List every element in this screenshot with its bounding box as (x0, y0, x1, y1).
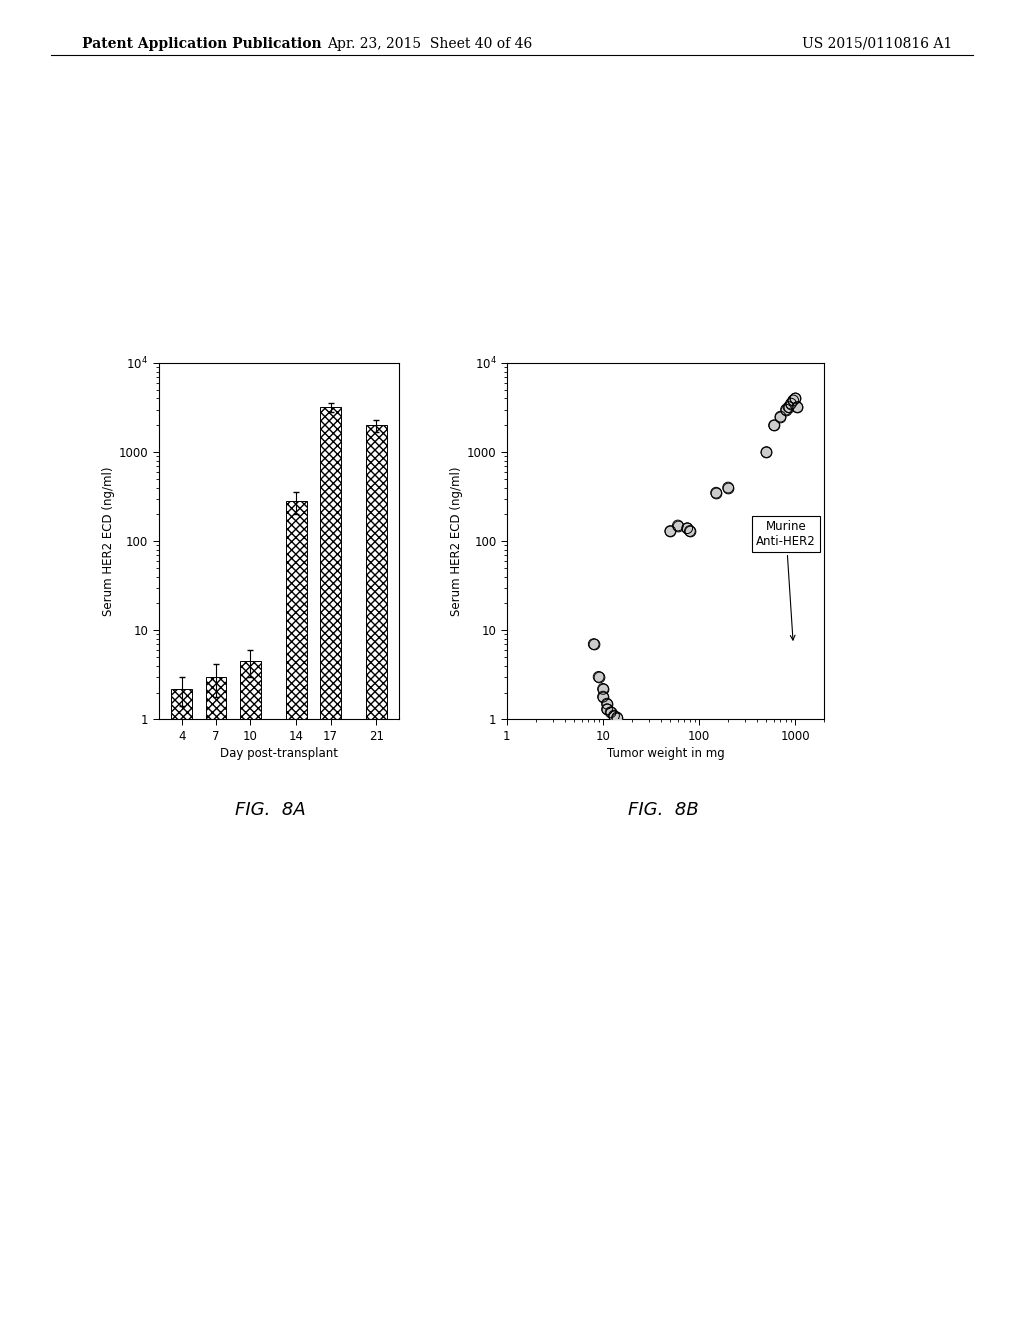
Y-axis label: Serum HER2 ECD (ng/ml): Serum HER2 ECD (ng/ml) (101, 466, 115, 616)
Point (778, 399, 795, 420)
Bar (206, 677, 226, 1320)
Point (602, 702, 618, 723)
Point (758, 441, 774, 462)
Bar (367, 425, 387, 1320)
Point (599, 698, 615, 719)
Point (595, 678, 611, 700)
X-axis label: Tumor weight in mg: Tumor weight in mg (607, 747, 724, 760)
Point (670, 515, 686, 536)
Point (606, 705, 623, 726)
Point (679, 517, 695, 539)
Point (766, 414, 782, 436)
Point (595, 678, 611, 700)
Point (606, 705, 623, 726)
Text: FIG.  8B: FIG. 8B (628, 801, 699, 820)
Point (785, 389, 802, 411)
Point (595, 686, 611, 708)
Bar (321, 407, 341, 1320)
Text: Murine
Anti-HER2: Murine Anti-HER2 (756, 520, 816, 640)
Point (787, 388, 804, 409)
Point (591, 667, 607, 688)
Point (663, 520, 679, 541)
Point (790, 396, 806, 417)
Point (708, 482, 724, 503)
Point (772, 407, 788, 428)
Point (609, 708, 626, 729)
Point (780, 396, 797, 417)
Text: Patent Application Publication: Patent Application Publication (82, 37, 322, 51)
Point (785, 389, 802, 411)
Point (591, 667, 607, 688)
Point (679, 517, 695, 539)
Point (663, 520, 679, 541)
Point (595, 686, 611, 708)
Point (682, 520, 698, 541)
Point (599, 693, 615, 714)
Y-axis label: Serum HER2 ECD (ng/ml): Serum HER2 ECD (ng/ml) (450, 466, 463, 616)
Point (758, 441, 774, 462)
Point (586, 634, 602, 655)
X-axis label: Day post-transplant: Day post-transplant (220, 747, 338, 760)
Point (720, 477, 736, 498)
Point (586, 634, 602, 655)
Point (602, 702, 618, 723)
Bar (240, 661, 261, 1320)
Text: US 2015/0110816 A1: US 2015/0110816 A1 (802, 37, 952, 51)
Point (772, 407, 788, 428)
Point (599, 698, 615, 719)
Text: FIG.  8A: FIG. 8A (234, 801, 306, 820)
Text: Apr. 23, 2015  Sheet 40 of 46: Apr. 23, 2015 Sheet 40 of 46 (328, 37, 532, 51)
Point (782, 393, 799, 414)
Bar (286, 502, 306, 1320)
Point (787, 388, 804, 409)
Point (682, 520, 698, 541)
Point (599, 693, 615, 714)
Bar (171, 689, 191, 1320)
Point (780, 396, 797, 417)
Point (778, 399, 795, 420)
Point (790, 396, 806, 417)
Point (720, 477, 736, 498)
Point (782, 393, 799, 414)
Point (609, 708, 626, 729)
Point (708, 482, 724, 503)
Point (766, 414, 782, 436)
Point (670, 515, 686, 536)
